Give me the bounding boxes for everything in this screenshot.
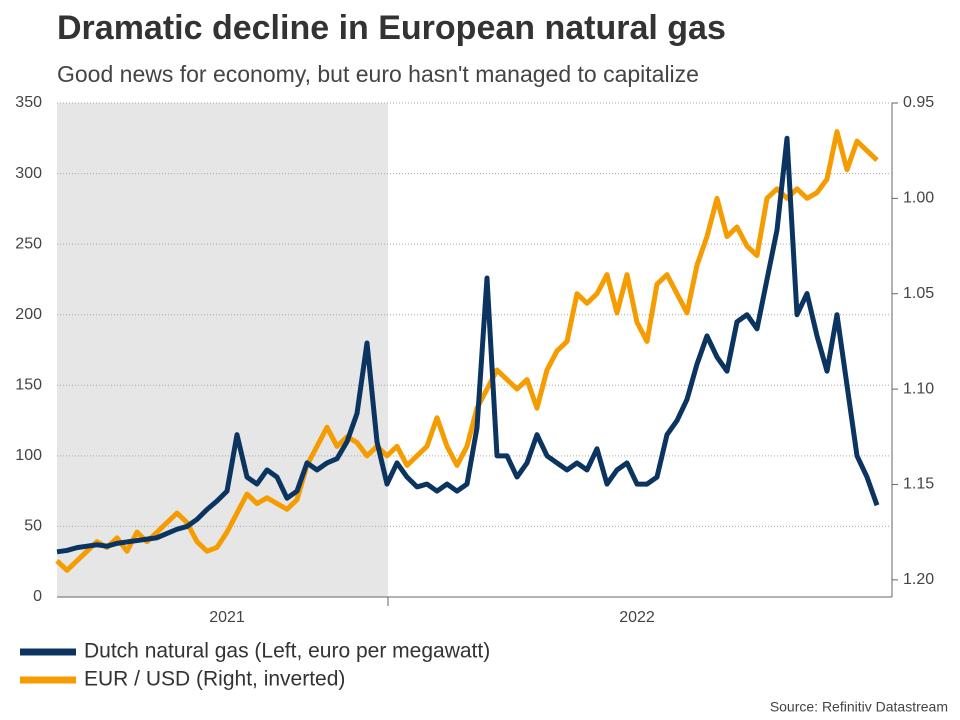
- y-tick-label: 0: [33, 588, 42, 605]
- y-tick-label: 350: [15, 94, 42, 111]
- y-tick-label: 50: [24, 518, 42, 535]
- y-tick-label: 200: [15, 306, 42, 323]
- y-tick-label: 300: [15, 165, 42, 182]
- chart-title: Dramatic decline in European natural gas: [57, 9, 726, 47]
- source: Source: Refinitiv Datastream: [770, 699, 948, 715]
- y2-tick-label: 1.15: [903, 476, 934, 493]
- x-tick-label: 2022: [619, 609, 655, 626]
- series-line: [55, 129, 879, 573]
- series-line: [56, 135, 880, 555]
- legend-label: Dutch natural gas (Left, euro per megawa…: [84, 640, 490, 663]
- y-tick-label: 100: [15, 447, 42, 464]
- x-tick-label: 2021: [209, 609, 245, 626]
- y2-tick-label: 1.20: [903, 571, 934, 588]
- chart-subtitle: Good news for economy, but euro hasn't m…: [57, 61, 699, 87]
- y2-tick-label: 1.05: [903, 285, 934, 302]
- y2-tick-label: 1.10: [903, 380, 934, 397]
- y-tick-label: 150: [15, 377, 42, 394]
- shaded-period: [57, 103, 388, 597]
- y2-tick-label: 0.95: [903, 94, 934, 111]
- legend-label: EUR / USD (Right, inverted): [84, 668, 345, 691]
- y2-tick-label: 1.00: [903, 190, 934, 207]
- y-tick-label: 250: [15, 235, 42, 252]
